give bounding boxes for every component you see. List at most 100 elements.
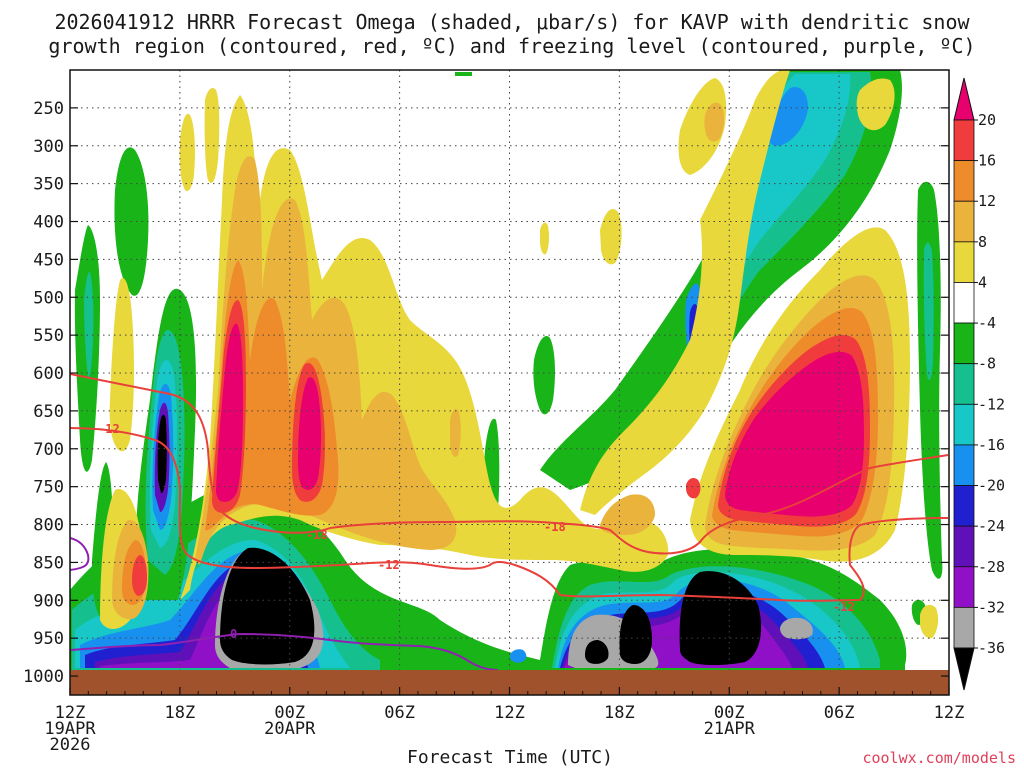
freezing-label: 0 [230, 627, 237, 641]
descent-magenta [216, 323, 864, 517]
colorbar-label-13: -36 [978, 639, 1005, 657]
colorbar-label-6: -8 [978, 355, 996, 373]
ascent-gray-06z [780, 617, 813, 640]
y-tick-label-350: 350 [33, 175, 64, 195]
x-axis-title: Forecast Time (UTC) [407, 747, 613, 768]
y-tick-label-650: 650 [33, 402, 64, 422]
colorbar-segment-11 [953, 525, 975, 568]
dgz-label-4: -18 [544, 520, 566, 534]
colorbar-label-8: -16 [978, 436, 1005, 454]
colorbar-label-10: -24 [978, 517, 1005, 535]
freezing-level-contour [70, 537, 499, 670]
chart-title: 2026041912 HRRR Forecast Omega (shaded, … [54, 10, 970, 34]
colorbar-segment-9 [953, 444, 975, 486]
colorbar-segment-1 [953, 119, 975, 162]
descent-magenta-east [725, 351, 864, 517]
colorbar-label-11: -28 [978, 558, 1005, 576]
colorbar-label-4: 4 [978, 273, 987, 291]
y-tick-label-550: 550 [33, 326, 64, 346]
y-tick-label-700: 700 [33, 440, 64, 460]
mid-green-blob [533, 336, 555, 415]
colorbar-label-9: -20 [978, 477, 1005, 495]
top-green-bit [455, 72, 472, 76]
colorbar-segment-4 [953, 241, 975, 283]
ascent-core-18z [619, 605, 652, 664]
descent-yellow-topright [856, 78, 895, 131]
colorbar-segment-6 [953, 322, 975, 365]
omega-shading [70, 70, 943, 670]
y-tick-label-500: 500 [33, 288, 64, 308]
dgz-label-5: -12 [833, 600, 855, 614]
x-tick-label-0-1: 19APR [44, 719, 96, 739]
ascent-core-00z-21apr [679, 571, 762, 665]
y-tick-label-450: 450 [33, 250, 64, 270]
x-tick-label-2-1: 20APR [264, 719, 316, 739]
descent-yellow-strip [204, 88, 220, 184]
x-tick-label-0-0: 12Z [55, 703, 86, 723]
y-tick-label-850: 850 [33, 553, 64, 573]
colorbar: 20 16 12 8 4 -4 -8 -12 -16 -20 -24 -28 -32 -36 [953, 77, 1005, 691]
x-tick-label-0-2: 2026 [50, 735, 91, 755]
ascent-blue-12z [510, 649, 527, 663]
x-tick-label-8-0: 12Z [934, 703, 965, 723]
descent-yellow-middle [580, 70, 790, 515]
ne-plume-edge-green [917, 181, 943, 579]
y-tick-label-950: 950 [33, 629, 64, 649]
dgz-label-2: -18 [306, 528, 328, 542]
y-tick-label-1000: 1000 [23, 667, 64, 687]
descent-orange-strip [450, 409, 461, 457]
x-tick-label-7-0: 06Z [824, 703, 855, 723]
colorbar-label-12: -32 [978, 598, 1005, 616]
ne-plume-blue [767, 86, 808, 146]
x-tick-label-5-0: 18Z [604, 703, 635, 723]
descent-red-mid [686, 477, 701, 499]
x-tick-label-2-0: 00Z [274, 703, 305, 723]
plume-18z-core [157, 414, 167, 494]
colorbar-label-3: 8 [978, 233, 987, 251]
colorbar-segment-2 [953, 160, 975, 202]
y-tick-label-800: 800 [33, 516, 64, 536]
colorbar-segment-3 [953, 200, 975, 243]
colorbar-segment-13 [953, 606, 975, 649]
descent-yellow-lowright [920, 604, 939, 639]
colorbar-label-5: -4 [978, 314, 996, 332]
descent-yellow-top-col [179, 113, 195, 192]
colorbar-label-2: 12 [978, 192, 996, 210]
colorbar-segment-7 [953, 363, 975, 405]
descent-magenta-18z [225, 380, 235, 457]
y-tick-label-300: 300 [33, 137, 64, 157]
chart-subtitle: growth region (contoured, red, ºC) and f… [48, 34, 975, 58]
x-tick-label-4-0: 12Z [494, 703, 525, 723]
colorbar-label-1: 16 [978, 152, 996, 170]
y-tick-label-250: 250 [33, 99, 64, 119]
descent-red-left [132, 555, 147, 596]
descent-yellow-ne [678, 78, 727, 175]
descent-yellow-dots [540, 222, 550, 255]
y-tick-label-400: 400 [33, 213, 64, 233]
colorbar-label-0: 20 [978, 111, 996, 129]
colorbar-bottom-triangle [953, 647, 975, 691]
descent-orange-mid [600, 494, 655, 535]
watermark: coolwx.com/models [862, 749, 1016, 767]
colorbar-segment-8 [953, 403, 975, 446]
freezing-contour-left [70, 537, 90, 571]
y-axis: 250 300 350 400 450 500 550 600 650 700 750 800 850 9… [23, 99, 949, 687]
y-tick-label-900: 900 [33, 591, 64, 611]
descent-yellow-leftcolumn [109, 278, 134, 452]
colorbar-segment-10 [953, 485, 975, 527]
x-tick-label-6-1: 21APR [704, 719, 756, 739]
dgz-contour-mid [329, 454, 949, 555]
descent-yellow-mid [600, 209, 622, 265]
dgz-contours [70, 373, 949, 602]
x-tick-label-1-0: 18Z [165, 703, 196, 723]
colorbar-label-7: -12 [978, 395, 1005, 413]
ascent-core-18z-small [585, 640, 609, 664]
descent-orange-ne [704, 102, 725, 142]
dgz-label-1: -12 [98, 422, 120, 436]
y-tick-label-600: 600 [33, 364, 64, 384]
x-tick-label-6-0: 00Z [714, 703, 745, 723]
dgz-contour-lower-left [70, 427, 949, 602]
colorbar-segment-12 [953, 566, 975, 608]
